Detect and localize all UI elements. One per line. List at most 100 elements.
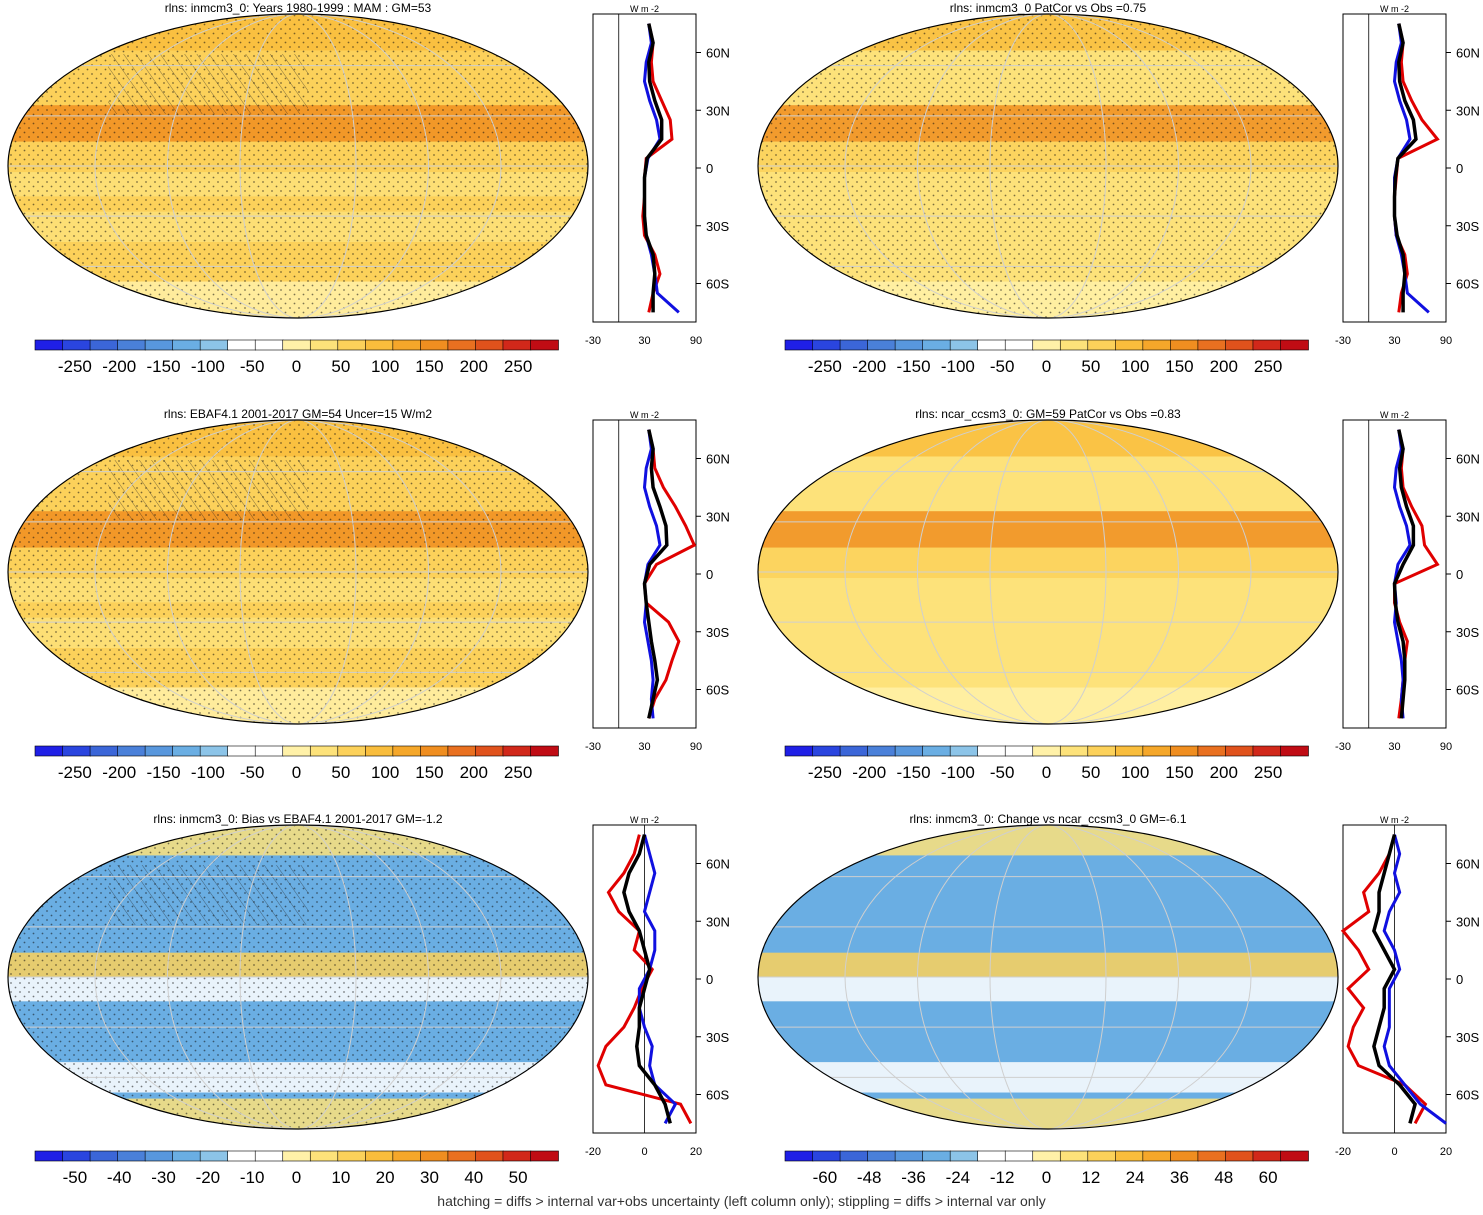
map bbox=[8, 14, 588, 318]
zonal-unit: W m -2 bbox=[630, 815, 659, 825]
colorbar-label: -10 bbox=[240, 1168, 265, 1187]
colorbar-label: 150 bbox=[1165, 357, 1193, 376]
zonal-x-label: 20 bbox=[690, 1146, 702, 1158]
colorbar-label: -50 bbox=[990, 357, 1015, 376]
colorbar-swatch bbox=[337, 745, 367, 757]
zonal-lat-label: 60S bbox=[706, 683, 729, 698]
colorbar: -250 -200 -150 -100 -50 0 50 100 150 200 250 bbox=[784, 745, 1309, 782]
colorbar-label: -40 bbox=[107, 1168, 132, 1187]
zonal-lat-label: 60N bbox=[1456, 46, 1480, 61]
colorbar-swatch bbox=[1197, 339, 1227, 351]
colorbar-swatch bbox=[447, 339, 477, 351]
panel-title: rlns: ncar_ccsm3_0: GM=59 PatCor vs Obs … bbox=[915, 407, 1181, 421]
zonal-plot: W m -2 60N 30N 0 30S 60S -20 0 20 bbox=[1335, 815, 1480, 1158]
panel-6: rlns: inmcm3_0: Change vs ncar_ccsm3_0 G… bbox=[757, 812, 1480, 1187]
map bbox=[758, 14, 1338, 318]
colorbar-label: 150 bbox=[1165, 763, 1193, 782]
colorbar-swatch bbox=[784, 745, 814, 757]
map-band bbox=[758, 977, 1338, 1002]
colorbar-swatch bbox=[282, 1150, 312, 1162]
map-outline bbox=[7, 824, 589, 1130]
colorbar-swatch bbox=[117, 339, 146, 351]
colorbar-swatch bbox=[117, 1150, 146, 1162]
panel-title: rlns: inmcm3_0: Bias vs EBAF4.1 2001-201… bbox=[153, 812, 442, 826]
zonal-model-line bbox=[1340, 834, 1428, 1125]
colorbar: -60 -48 -36 -24 -12 0 12 24 36 48 60 bbox=[784, 1150, 1309, 1187]
zonal-frame bbox=[1342, 13, 1447, 323]
colorbar-swatch bbox=[34, 339, 64, 351]
zonal-lat-label: 60N bbox=[1456, 452, 1480, 467]
zonal-lat-label: 30S bbox=[706, 625, 729, 640]
colorbar-swatch bbox=[89, 339, 119, 351]
colorbar-swatch bbox=[530, 745, 559, 757]
footer-note: hatching = diffs > internal var+obs unce… bbox=[437, 1193, 1046, 1209]
colorbar-swatch bbox=[530, 339, 559, 351]
zonal-plot: W m -2 60N 30N 0 30S 60S -30 30 90 bbox=[1335, 4, 1480, 347]
zonal-lat-label: 60S bbox=[1456, 277, 1479, 292]
colorbar-swatch bbox=[62, 745, 91, 757]
zonal-model-line bbox=[642, 429, 697, 719]
colorbar-swatch bbox=[1059, 339, 1089, 351]
colorbar-swatch bbox=[1225, 339, 1254, 351]
colorbar-swatch bbox=[1197, 1150, 1227, 1162]
colorbar-swatch bbox=[365, 1150, 394, 1162]
graticule-lon bbox=[989, 825, 1107, 1129]
colorbar: -250 -200 -150 -100 -50 0 50 100 150 200 250 bbox=[34, 339, 559, 376]
colorbar-label: -150 bbox=[897, 357, 931, 376]
colorbar-label: -50 bbox=[240, 357, 265, 376]
colorbar-swatch bbox=[117, 745, 146, 757]
zonal-lat-label: 60S bbox=[1456, 683, 1479, 698]
zonal-unit: W m -2 bbox=[1380, 815, 1409, 825]
colorbar-swatch bbox=[1170, 745, 1199, 757]
colorbar-swatch bbox=[1004, 339, 1034, 351]
graticule-lon bbox=[239, 825, 357, 1129]
colorbar-swatch bbox=[1032, 745, 1062, 757]
zonal-x-label: 90 bbox=[690, 741, 702, 753]
zonal-lat-label: 0 bbox=[1456, 161, 1463, 176]
colorbar-label: 50 bbox=[1081, 763, 1100, 782]
colorbar-swatch bbox=[254, 339, 284, 351]
colorbar-swatch bbox=[365, 745, 394, 757]
zonal-x-label: -20 bbox=[1335, 1146, 1351, 1158]
map-band bbox=[758, 1098, 1338, 1129]
colorbar-swatch bbox=[1004, 1150, 1034, 1162]
zonal-x-label: -20 bbox=[585, 1146, 601, 1158]
colorbar-swatch bbox=[309, 339, 339, 351]
map-outline bbox=[7, 13, 589, 319]
colorbar-label: 50 bbox=[509, 1168, 528, 1187]
panel-title: rlns: inmcm3_0 PatCor vs Obs =0.75 bbox=[950, 1, 1147, 15]
zonal-model-line bbox=[1393, 23, 1440, 313]
zonal-unit: W m -2 bbox=[630, 410, 659, 420]
colorbar-label: -100 bbox=[941, 357, 975, 376]
colorbar-swatch bbox=[839, 339, 869, 351]
map-band bbox=[758, 420, 1338, 457]
colorbar-swatch bbox=[1225, 1150, 1254, 1162]
colorbar-swatch bbox=[977, 745, 1007, 757]
colorbar-swatch bbox=[784, 1150, 814, 1162]
zonal-lat-label: 30S bbox=[1456, 625, 1479, 640]
colorbar-label: -150 bbox=[897, 763, 931, 782]
colorbar-swatch bbox=[34, 745, 64, 757]
colorbar-label: 200 bbox=[460, 763, 488, 782]
panel-title: rlns: inmcm3_0: Years 1980-1999 : MAM : … bbox=[165, 1, 432, 15]
colorbar-swatch bbox=[1280, 1150, 1309, 1162]
zonal-lat-label: 60N bbox=[706, 452, 730, 467]
zonal-x-label: 0 bbox=[641, 1146, 647, 1158]
zonal-unit: W m -2 bbox=[1380, 4, 1409, 14]
colorbar-label: 0 bbox=[1042, 763, 1051, 782]
colorbar-label: 10 bbox=[331, 1168, 350, 1187]
colorbar-swatch bbox=[1059, 1150, 1089, 1162]
colorbar-swatch bbox=[392, 339, 422, 351]
zonal-unit: W m -2 bbox=[630, 4, 659, 14]
colorbar-label: 40 bbox=[464, 1168, 483, 1187]
zonal-obs-line bbox=[1392, 429, 1412, 719]
map-band bbox=[758, 578, 1338, 603]
map-band bbox=[758, 1013, 1338, 1044]
colorbar-label: -30 bbox=[151, 1168, 176, 1187]
map-hatching bbox=[108, 460, 308, 520]
colorbar-swatch bbox=[812, 745, 841, 757]
colorbar-swatch bbox=[1225, 745, 1254, 757]
map-band bbox=[758, 687, 1338, 724]
zonal-lat-label: 30N bbox=[706, 103, 730, 118]
colorbar-label: 0 bbox=[1042, 1168, 1051, 1187]
